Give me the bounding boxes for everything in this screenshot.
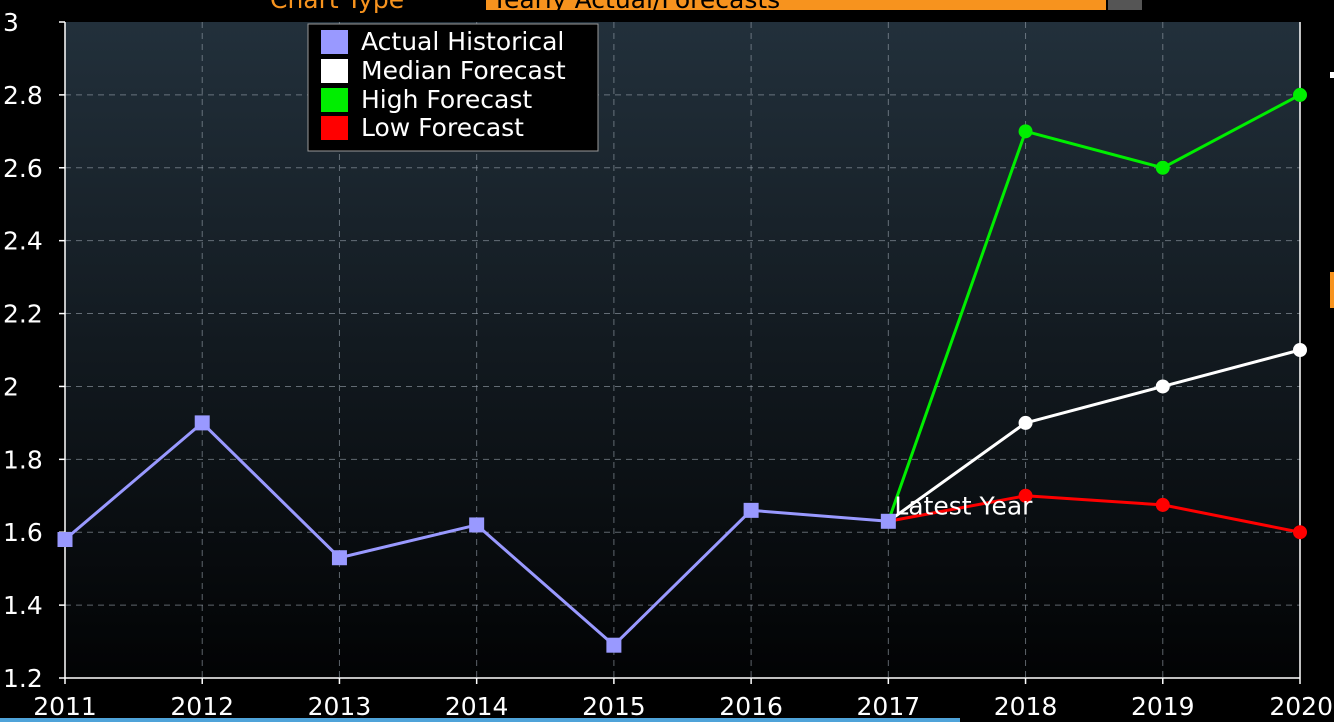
legend-swatch-actual-historical <box>321 30 348 54</box>
data-point-actual-historical <box>57 532 73 548</box>
chart-type-value: Yearly Actual/Forecasts <box>491 0 780 14</box>
legend-label-median-forecast: Median Forecast <box>361 56 566 85</box>
data-point-high-forecast <box>1018 124 1033 139</box>
legend-swatch-median-forecast <box>321 59 348 83</box>
data-point-median-forecast <box>1293 343 1307 357</box>
grid-lines <box>65 22 1301 678</box>
data-point-actual-historical <box>743 502 759 518</box>
y-tick-label: 1.8 <box>3 445 43 474</box>
y-tick-label: 3 <box>3 8 19 37</box>
chart-type-header[interactable]: Chart Type Yearly Actual/Forecasts <box>270 0 1142 14</box>
y-tick-label: 2.6 <box>3 154 43 183</box>
x-tick-label: 2015 <box>582 692 646 721</box>
data-point-median-forecast <box>1018 415 1033 430</box>
data-point-actual-historical <box>469 517 485 533</box>
series-line-high-forecast <box>886 93 1301 522</box>
y-tick-label: 1.4 <box>3 591 43 620</box>
legend-swatch-low-forecast <box>321 116 348 140</box>
data-point-high-forecast <box>1293 87 1307 102</box>
series-line-low-forecast <box>888 494 1301 534</box>
chart-type-field[interactable] <box>486 0 1106 10</box>
x-axis-ticks: 2011 2012 2013 2014 2015 2016 2017 2018 2019 2020 <box>33 678 1333 721</box>
data-point-low-forecast <box>1293 525 1307 540</box>
x-tick-label: 2011 <box>33 692 97 721</box>
data-point-median-forecast <box>1155 379 1170 394</box>
legend-swatch-high-forecast <box>321 88 348 112</box>
y-tick-label: 2 <box>3 372 19 401</box>
right-edge-marker <box>1330 272 1334 308</box>
x-tick-label: 2018 <box>994 692 1058 721</box>
plot-area <box>65 22 1300 678</box>
data-point-actual-historical <box>331 550 347 566</box>
data-point-low-forecast <box>1018 488 1033 503</box>
data-point-low-forecast <box>1155 497 1170 512</box>
data-point-actual-historical <box>606 637 622 653</box>
series-layer <box>57 87 1307 653</box>
bottom-status-strip <box>0 718 960 722</box>
y-tick-label: 1.2 <box>3 664 43 693</box>
x-tick-label: 2019 <box>1131 692 1195 721</box>
chart-type-dropdown-button[interactable] <box>1108 0 1142 10</box>
legend: Actual Historical Median Forecast High F… <box>307 23 599 152</box>
y-tick-label: 2.2 <box>3 300 43 329</box>
y-tick-label: 2.8 <box>3 81 43 110</box>
data-point-high-forecast <box>1155 160 1170 175</box>
y-tick-label: 2.4 <box>3 227 43 256</box>
x-tick-label: 2012 <box>170 692 234 721</box>
x-tick-label: 2017 <box>857 692 921 721</box>
legend-box <box>307 23 599 152</box>
y-tick-label: 1.6 <box>3 518 43 547</box>
latest-year-annotation: Latest Year <box>894 491 1033 520</box>
x-tick-label: 2020 <box>1269 692 1333 721</box>
legend-label-high-forecast: High Forecast <box>361 85 532 114</box>
legend-label-actual-historical: Actual Historical <box>361 27 564 56</box>
x-tick-label: 2013 <box>308 692 372 721</box>
data-point-actual-historical <box>880 513 896 529</box>
data-point-actual-historical <box>194 415 210 431</box>
x-tick-label: 2016 <box>719 692 783 721</box>
legend-label-low-forecast: Low Forecast <box>361 113 524 142</box>
right-edge-tick <box>1330 72 1334 78</box>
y-axis-ticks: 1.2 1.4 1.6 1.8 2 2.2 2.4 2.6 2.8 3 <box>3 8 65 693</box>
chart-type-label: Chart Type <box>270 0 404 14</box>
series-line-median-forecast <box>887 348 1301 523</box>
x-tick-label: 2014 <box>445 692 509 721</box>
